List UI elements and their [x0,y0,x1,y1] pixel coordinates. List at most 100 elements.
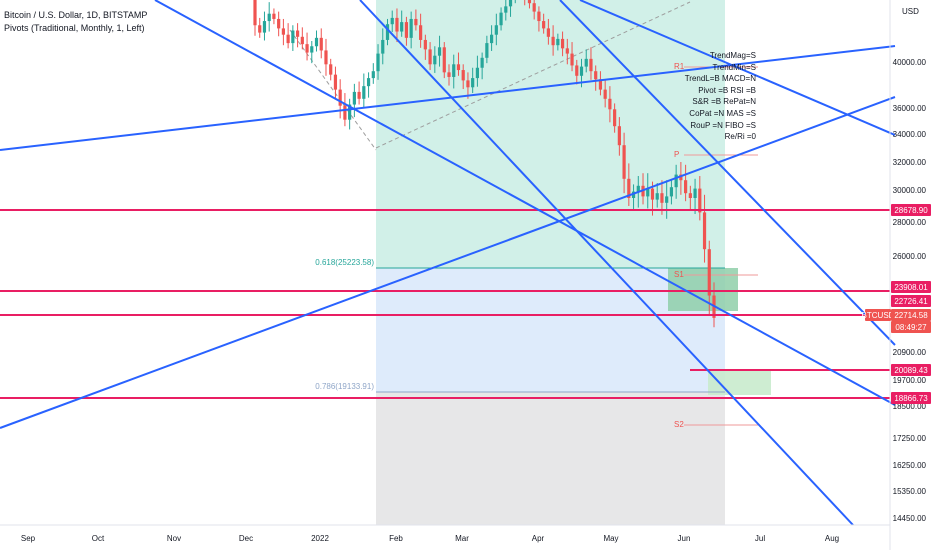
price-axis-label: BTCUSD [862,309,895,321]
x-tick-label: Dec [239,534,253,543]
candle [546,18,550,45]
candle [508,0,513,17]
y-tick-label: 18500.00 [893,402,927,411]
candle [329,58,333,81]
candle [556,33,560,51]
candle [281,18,285,46]
candle [480,52,484,80]
candle [684,164,688,202]
x-axis-ticks: Sep Oct Nov Dec 2022 Feb Mar Apr May Jun Jul Aug [21,534,839,543]
candle [698,176,702,221]
candle [404,16,409,46]
candle [456,52,461,76]
candle [551,25,555,56]
signal-row: TrendMin=S [712,62,757,72]
candle [617,117,621,156]
candle [319,28,323,59]
trend-line-2[interactable] [0,96,896,429]
candle [314,30,319,52]
x-tick-label: Mar [455,534,469,543]
trend-line-3[interactable] [154,0,896,406]
candle [400,10,404,37]
indicator-header: Pivots (Traditional, Monthly, 1, Left) [4,23,145,33]
currency-label: USD [902,7,919,16]
candle [352,83,356,118]
candle [527,0,532,9]
pivot-labels: R1 P S1 S2 [674,62,685,429]
y-tick-label: 14450.00 [893,514,927,523]
candle [613,103,617,133]
x-tick-label: Jun [678,534,691,543]
y-tick-label: 36000.00 [893,104,927,113]
candle [542,13,546,34]
candle [262,11,267,41]
y-tick-label: 20900.00 [893,348,927,357]
blue-zone [376,268,725,392]
svg-text:BTCUSD: BTCUSD [862,311,895,320]
y-tick-label: 19700.00 [893,376,927,385]
y-tick-label: 40000.00 [893,58,927,67]
candle [461,64,465,90]
candle [272,8,276,25]
candle [485,35,489,64]
candle [419,13,423,48]
dashed-diagonal-2 [375,1,691,149]
candle [665,180,669,219]
signal-row: TrendMag=S [709,51,756,60]
trend-line-5[interactable] [559,0,896,346]
signal-row: RouP =N FIBO =S [690,120,756,130]
y-tick-label: 26000.00 [893,252,927,261]
price-axis-label: 28678.90 [891,204,931,216]
x-tick-label: 2022 [311,534,329,543]
candle [622,132,626,194]
candle [267,2,271,32]
candle [414,9,418,31]
candle [669,180,674,205]
signal-row: Pivot =B RSI =B [698,85,756,95]
trend-line-6[interactable] [579,0,896,136]
candle [584,49,588,73]
teal-zone [376,0,725,268]
candle [471,67,475,94]
svg-text:08:49:27: 08:49:27 [895,323,927,332]
dashed-diagonal-1 [289,29,377,151]
candle [395,8,399,43]
candle [693,178,697,214]
signal-row: TrendL=B MACD=N [684,74,756,84]
signal-panel: TrendMag=S TrendMin=S TrendL=B MACD=N Pi… [684,50,756,143]
price-labels: 28678.90 23908.01 22726.41 BTCUSD 22714.58 08… [862,204,931,404]
candle [537,6,541,32]
candle [452,54,456,89]
candle [688,185,692,210]
y-tick-label: 32000.00 [893,158,927,167]
candle [253,0,257,36]
trend-line-4[interactable] [359,0,854,526]
candle [324,38,328,76]
candle [310,41,314,64]
y-tick-label: 17250.00 [893,434,927,443]
price-axis-label: 22726.41 [891,295,931,307]
candle [300,27,304,50]
candle [390,10,394,33]
candles-group [253,0,716,328]
candle [679,162,683,195]
candle [381,28,385,65]
candle [707,240,711,315]
candle [560,31,565,57]
price-axis-label: 22714.58 [891,309,931,321]
candle [385,18,390,46]
candle [409,11,413,49]
y-tick-label: 34000.00 [893,130,927,139]
pivot-label: S1 [674,270,684,279]
candle [655,183,659,208]
candle [376,44,380,80]
candle [504,0,508,21]
fib-level-label: 0.618(25223.58) [315,258,374,267]
candle [437,35,442,67]
candle [570,42,574,72]
candle [338,79,342,119]
fib-level-label: 0.786(19133.91) [315,382,374,391]
candle [362,73,366,108]
trend-line-1[interactable] [0,45,896,151]
